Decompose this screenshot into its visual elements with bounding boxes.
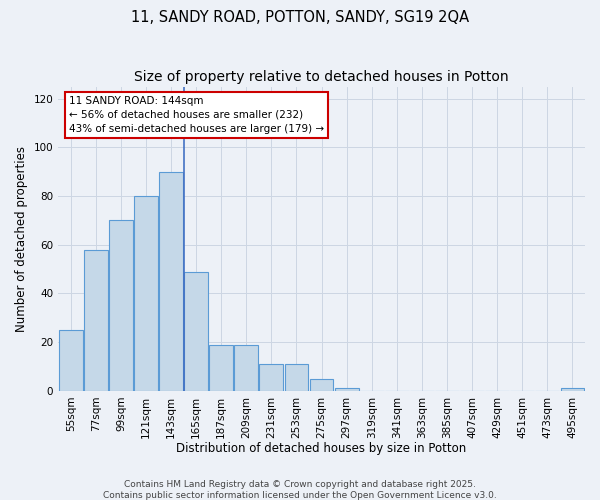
Title: Size of property relative to detached houses in Potton: Size of property relative to detached ho… xyxy=(134,70,509,84)
Bar xyxy=(209,344,233,391)
Text: 11 SANDY ROAD: 144sqm
← 56% of detached houses are smaller (232)
43% of semi-det: 11 SANDY ROAD: 144sqm ← 56% of detached … xyxy=(69,96,324,134)
Bar xyxy=(109,220,133,391)
Bar xyxy=(284,364,308,391)
Y-axis label: Number of detached properties: Number of detached properties xyxy=(15,146,28,332)
Bar xyxy=(184,272,208,391)
Bar xyxy=(310,378,334,391)
Bar xyxy=(84,250,108,391)
Bar xyxy=(235,344,258,391)
Bar xyxy=(159,172,183,391)
Bar xyxy=(259,364,283,391)
X-axis label: Distribution of detached houses by size in Potton: Distribution of detached houses by size … xyxy=(176,442,467,455)
Bar xyxy=(560,388,584,391)
Bar xyxy=(335,388,359,391)
Text: 11, SANDY ROAD, POTTON, SANDY, SG19 2QA: 11, SANDY ROAD, POTTON, SANDY, SG19 2QA xyxy=(131,10,469,25)
Bar xyxy=(134,196,158,391)
Text: Contains HM Land Registry data © Crown copyright and database right 2025.
Contai: Contains HM Land Registry data © Crown c… xyxy=(103,480,497,500)
Bar xyxy=(59,330,83,391)
